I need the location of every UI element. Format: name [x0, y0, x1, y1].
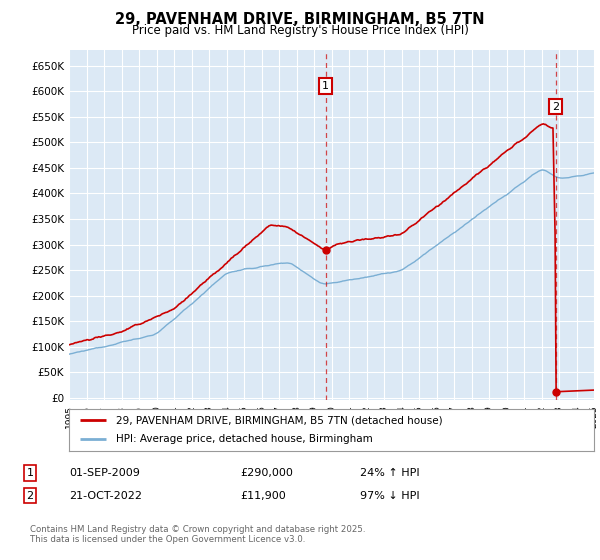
Text: 29, PAVENHAM DRIVE, BIRMINGHAM, B5 7TN: 29, PAVENHAM DRIVE, BIRMINGHAM, B5 7TN: [115, 12, 485, 27]
Text: 2: 2: [552, 101, 559, 111]
Text: Contains HM Land Registry data © Crown copyright and database right 2025.
This d: Contains HM Land Registry data © Crown c…: [30, 525, 365, 544]
Text: 21-OCT-2022: 21-OCT-2022: [69, 491, 142, 501]
Text: 01-SEP-2009: 01-SEP-2009: [69, 468, 140, 478]
Text: £11,900: £11,900: [240, 491, 286, 501]
Text: HPI: Average price, detached house, Birmingham: HPI: Average price, detached house, Birm…: [116, 435, 373, 445]
Text: 29, PAVENHAM DRIVE, BIRMINGHAM, B5 7TN (detached house): 29, PAVENHAM DRIVE, BIRMINGHAM, B5 7TN (…: [116, 415, 443, 425]
Text: 2: 2: [26, 491, 34, 501]
Text: 1: 1: [26, 468, 34, 478]
Text: 24% ↑ HPI: 24% ↑ HPI: [360, 468, 419, 478]
Text: £290,000: £290,000: [240, 468, 293, 478]
Text: 97% ↓ HPI: 97% ↓ HPI: [360, 491, 419, 501]
Text: Price paid vs. HM Land Registry's House Price Index (HPI): Price paid vs. HM Land Registry's House …: [131, 24, 469, 36]
Text: 1: 1: [322, 81, 329, 91]
